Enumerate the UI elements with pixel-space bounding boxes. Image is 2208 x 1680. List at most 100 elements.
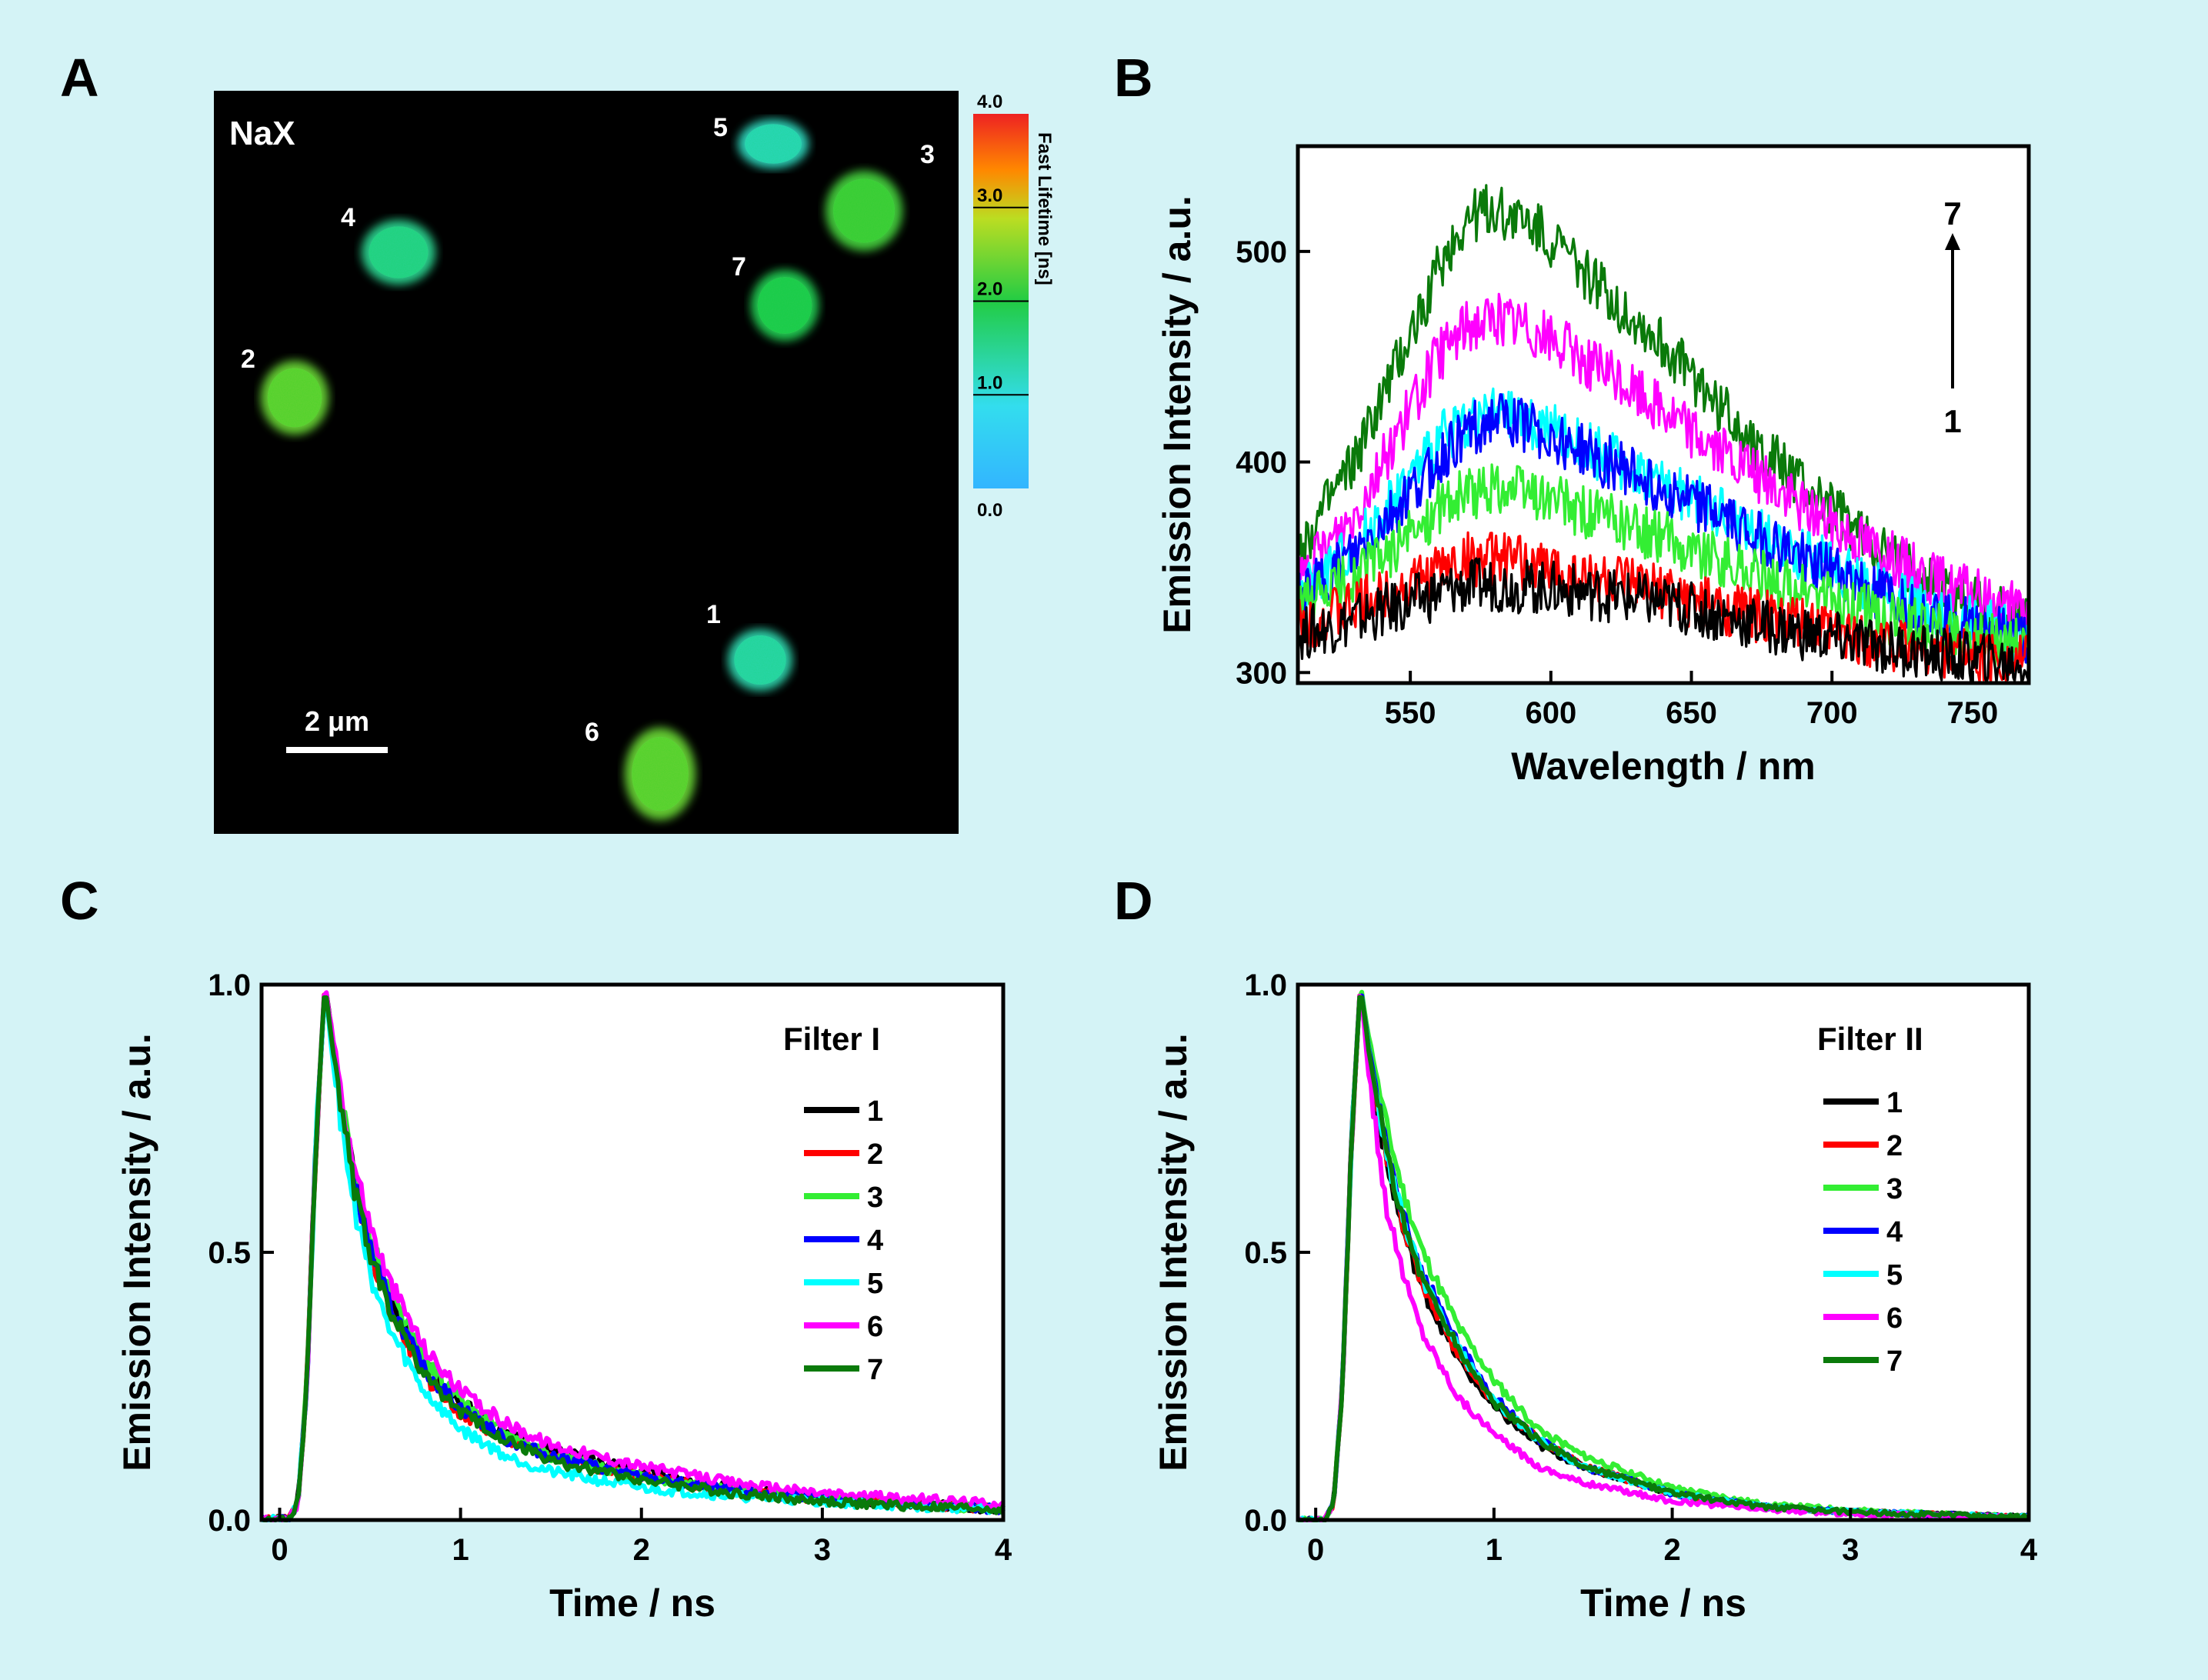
- panel-b-letter: B: [1114, 48, 1153, 108]
- legend-item-1: 1: [1823, 1087, 1903, 1119]
- plot-area: [262, 985, 1003, 1520]
- scale-bar-label: 2 μm: [305, 705, 369, 737]
- series-group: [1296, 184, 2030, 685]
- legend-item-3: 3: [1823, 1173, 1903, 1205]
- y-axis-title: Emission Intensity / a.u.: [1152, 1033, 1195, 1472]
- legend: Filter II 1 2 3 4 5 6 7: [1817, 1021, 1923, 1378]
- series-5-line: [262, 998, 1005, 1522]
- cells-group: 1 2 3 4 5 6 7: [241, 113, 935, 820]
- y-tick-label: 0.0: [1244, 1504, 1287, 1538]
- legend-label: 4: [1886, 1216, 1903, 1248]
- legend-item-2: 2: [804, 1138, 883, 1171]
- cell-3-texture: [833, 178, 895, 243]
- x-tick-label: 0: [1307, 1533, 1324, 1567]
- legend-item-6: 6: [804, 1311, 883, 1343]
- x-tick-label: 3: [814, 1533, 831, 1567]
- panel-d-letter: D: [1114, 871, 1153, 931]
- x-tick-label: 550: [1385, 696, 1436, 730]
- cell-7-texture: [757, 277, 812, 334]
- cell-3: 3: [825, 140, 935, 251]
- legend-label: 3: [867, 1182, 883, 1214]
- panel-a-letter: A: [60, 48, 99, 108]
- legend-item-2: 2: [1823, 1130, 1903, 1162]
- legend: Filter I 1 2 3 4 5 6 7: [783, 1021, 883, 1386]
- arrow-top-label: 7: [1943, 195, 1961, 232]
- series-6-line: [260, 990, 1006, 1522]
- colorbar-tick-label: 4.0: [977, 92, 1002, 112]
- cell-6-texture: [632, 737, 689, 811]
- series-4-line: [1296, 393, 2030, 664]
- legend-label: 4: [867, 1225, 883, 1257]
- colorbar-tick-label: 2.0: [977, 279, 1002, 300]
- legend-label: 1: [867, 1095, 883, 1128]
- colorbar-tick-label: 1.0: [977, 372, 1002, 393]
- scale-bar: [286, 747, 388, 753]
- x-tick-label: 700: [1806, 696, 1858, 730]
- cell-2-label: 2: [241, 345, 255, 374]
- intensity-arrow: 7 1: [1943, 195, 1961, 439]
- plot-area: [1298, 985, 2029, 1520]
- y-tick-label: 0.5: [1244, 1236, 1287, 1270]
- legend-label: 7: [1886, 1345, 1903, 1378]
- y-tick-label: 300: [1236, 656, 1287, 690]
- y-tick-label: 400: [1236, 446, 1287, 480]
- legend-label: 6: [1886, 1302, 1903, 1335]
- y-tick-label: 500: [1236, 235, 1287, 269]
- x-tick-label: 650: [1666, 696, 1717, 730]
- series-6-line: [1296, 292, 2030, 635]
- legend-label: 5: [867, 1268, 883, 1300]
- x-axis-title: Wavelength / nm: [1511, 745, 1815, 788]
- chart-b: 550 600 650 700 750 300 400 500 Wavelength / nm E…: [1156, 144, 2031, 788]
- y-tick-label: 1.0: [1244, 968, 1287, 1002]
- cell-4-label: 4: [341, 203, 355, 232]
- cell-1-label: 1: [706, 600, 721, 629]
- x-tick-label: 750: [1947, 696, 1999, 730]
- cell-5: 5: [713, 113, 809, 168]
- x-tick-label: 4: [2020, 1533, 2038, 1567]
- cell-4-texture: [369, 226, 429, 278]
- legend-title: Filter II: [1817, 1021, 1923, 1057]
- colorbar-tick-label: 0.0: [977, 500, 1002, 521]
- series-7-line: [260, 995, 1006, 1522]
- legend-label: 5: [1886, 1259, 1903, 1292]
- x-tick-label: 2: [633, 1533, 650, 1567]
- series-1-line: [1296, 557, 2030, 685]
- legend-item-5: 5: [1823, 1259, 1903, 1292]
- cell-1-texture: [734, 635, 786, 685]
- cell-4: 4: [341, 203, 435, 285]
- cell-2: 2: [241, 345, 329, 435]
- legend-title: Filter I: [783, 1021, 880, 1057]
- cell-5-label: 5: [713, 113, 728, 142]
- x-tick-label: 4: [995, 1533, 1012, 1567]
- legend-item-4: 4: [1823, 1216, 1903, 1248]
- y-tick-label: 0.0: [208, 1504, 251, 1538]
- cell-3-label: 3: [920, 140, 935, 169]
- legend-label: 2: [1886, 1130, 1903, 1162]
- colorbar-title: Fast Lifetime [ns]: [1034, 132, 1055, 285]
- arrow-bottom-label: 1: [1943, 403, 1961, 439]
- x-tick-label: 1: [1486, 1533, 1503, 1567]
- x-axis-title: Time / ns: [1580, 1582, 1746, 1625]
- legend-item-7: 7: [1823, 1345, 1903, 1378]
- legend-label: 6: [867, 1311, 883, 1343]
- cell-6: 6: [585, 718, 695, 820]
- plot-frame: [1296, 144, 2031, 685]
- legend-label: 3: [1886, 1173, 1903, 1205]
- legend-item-4: 4: [804, 1225, 883, 1257]
- cell-6-label: 6: [585, 718, 599, 747]
- legend-item-3: 3: [804, 1182, 883, 1214]
- legend-item-1: 1: [804, 1095, 883, 1128]
- cell-7: 7: [732, 252, 819, 341]
- x-tick-label: 1: [452, 1533, 469, 1567]
- legend-item-6: 6: [1823, 1302, 1903, 1335]
- legend-item-7: 7: [804, 1354, 883, 1386]
- x-tick-label: 2: [1663, 1533, 1680, 1567]
- y-tick-label: 0.5: [208, 1236, 251, 1270]
- x-tick-label: 3: [1842, 1533, 1859, 1567]
- legend-label: 7: [867, 1354, 883, 1386]
- colorbar-ticks: 4.0 3.0 2.0 1.0 0.0: [973, 92, 1029, 521]
- cell-5-texture: [745, 124, 802, 164]
- series-7-line: [1298, 995, 2030, 1522]
- y-axis-title: Emission Intensity / a.u.: [1156, 195, 1199, 634]
